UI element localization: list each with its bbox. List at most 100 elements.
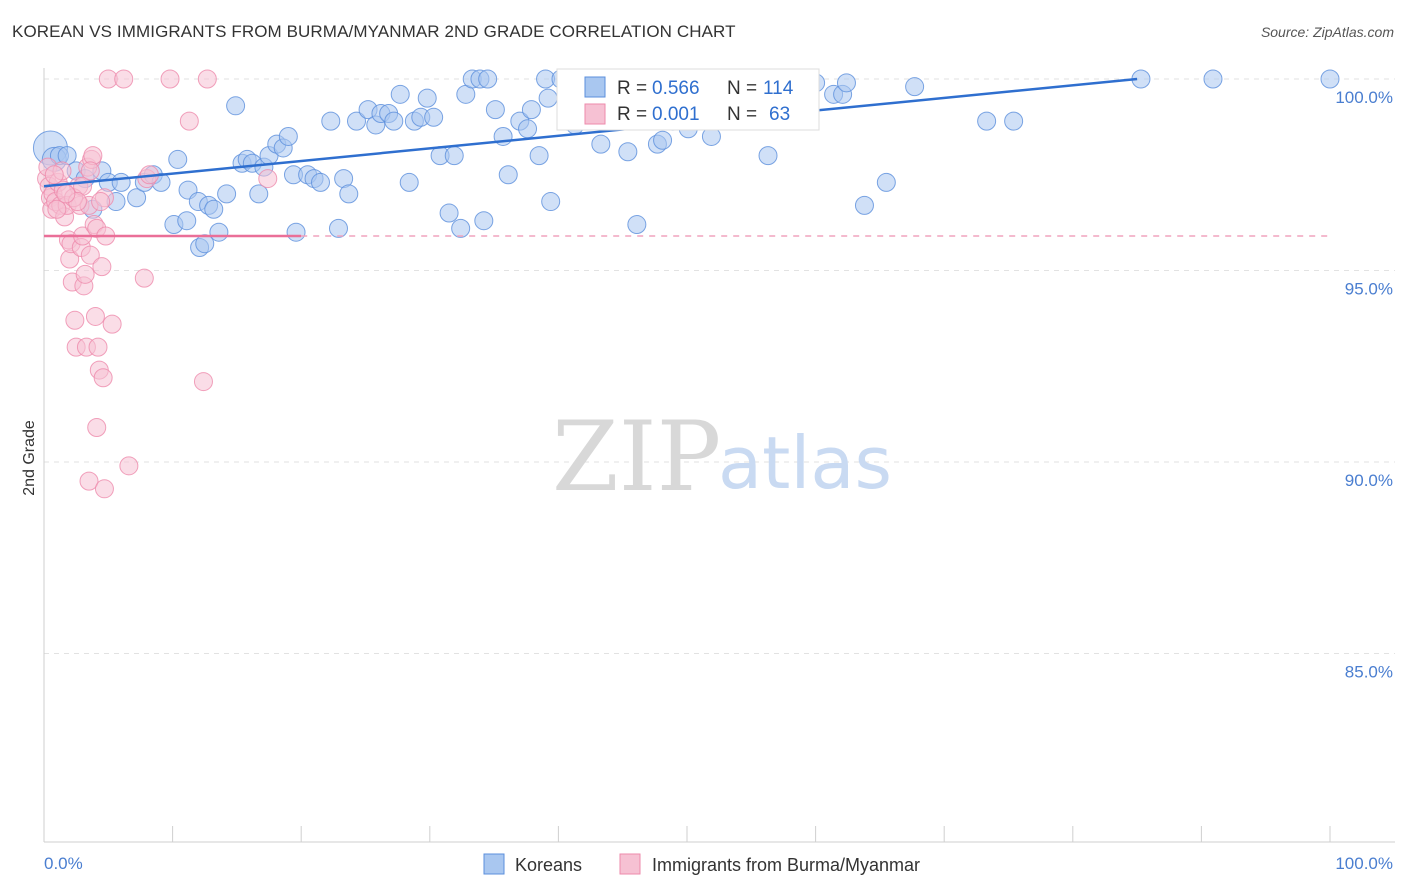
- burma-point: [114, 69, 134, 89]
- bottom-legend-swatch-korean: [483, 853, 505, 875]
- y-tick-label: 95.0%: [1345, 280, 1393, 299]
- korean-point: [339, 184, 359, 204]
- korean-point: [390, 84, 410, 104]
- burma-point: [80, 245, 100, 265]
- y-tick-labels: 100.0% 95.0% 90.0% 85.0%: [1335, 88, 1393, 682]
- y-axis-label: 2nd Grade: [21, 420, 38, 496]
- burma-point: [87, 418, 107, 438]
- korean-point: [346, 111, 366, 131]
- burma-point: [85, 306, 105, 326]
- korean-point: [618, 142, 638, 162]
- korean-point: [127, 188, 147, 208]
- burma-point: [93, 368, 113, 388]
- korean-point: [177, 211, 197, 231]
- korean-point: [905, 77, 925, 97]
- burma-point: [134, 268, 154, 288]
- korean-point: [168, 149, 188, 169]
- series-legend: Koreans Immigrants from Burma/Myanmar: [483, 853, 920, 875]
- korean-point: [204, 199, 224, 219]
- y-tick-label: 100.0%: [1335, 88, 1393, 107]
- trend-lines: [43, 77, 1330, 238]
- korean-point: [529, 146, 549, 166]
- korean-point: [485, 100, 505, 120]
- korean-point: [977, 111, 997, 131]
- burma-point: [102, 314, 122, 334]
- korean-point: [1004, 111, 1024, 131]
- x-tick-max: 100.0%: [1335, 854, 1393, 873]
- burma-point: [94, 479, 114, 499]
- korean-point: [195, 234, 215, 254]
- legend-swatch-burma: [584, 103, 606, 125]
- legend-burma-r-value: 0.001: [652, 104, 700, 125]
- korean-point: [498, 165, 518, 185]
- chart-title: KOREAN VS IMMIGRANTS FROM BURMA/MYANMAR …: [12, 22, 736, 41]
- korean-point: [439, 203, 459, 223]
- legend-burma-n-value: 63: [769, 104, 790, 125]
- burma-point: [65, 310, 85, 330]
- watermark: ZIP atlas: [552, 401, 892, 513]
- korean-point: [444, 146, 464, 166]
- korean-point: [328, 218, 348, 238]
- burma-point: [47, 199, 67, 219]
- bottom-legend-korean: Koreans: [515, 855, 582, 875]
- korean-point: [538, 88, 558, 108]
- korean-point: [478, 69, 498, 89]
- korean-point: [321, 111, 341, 131]
- korean-point: [384, 111, 404, 131]
- legend-korean-n-label: N =: [727, 78, 757, 99]
- bottom-legend-swatch-burma: [619, 853, 641, 875]
- korean-point: [541, 192, 561, 212]
- korean-point: [209, 222, 229, 242]
- watermark-zip: ZIP: [552, 401, 721, 513]
- korean-trend-line: [43, 77, 1138, 188]
- korean-point: [217, 184, 237, 204]
- burma-point: [197, 69, 217, 89]
- y-tick-label: 90.0%: [1345, 471, 1393, 490]
- burma-point: [119, 456, 139, 476]
- source-label: Source: ZipAtlas.com: [1260, 24, 1394, 40]
- korean-point: [424, 107, 444, 127]
- burma-point: [44, 165, 64, 185]
- burma-point: [91, 192, 111, 212]
- legend-burma-n-label: N =: [727, 104, 757, 125]
- y-tick-label: 85.0%: [1345, 663, 1393, 682]
- korean-point: [591, 134, 611, 154]
- burma-point: [56, 184, 76, 204]
- korean-point: [249, 184, 269, 204]
- burma-point: [92, 257, 112, 277]
- legend-burma-r-label: R =: [617, 104, 647, 125]
- korean-point: [653, 130, 673, 150]
- korean-point: [286, 222, 306, 242]
- korean-point: [758, 146, 778, 166]
- correlation-legend: R = 0.566 N = 114 R = 0.001 N = 63: [556, 68, 820, 131]
- x-tick-min: 0.0%: [44, 854, 83, 873]
- korean-point: [1203, 69, 1223, 89]
- burma-point: [258, 169, 278, 189]
- burma-point: [193, 372, 213, 392]
- burma-point: [179, 111, 199, 131]
- korean-point: [399, 172, 419, 192]
- bottom-legend-burma: Immigrants from Burma/Myanmar: [652, 855, 920, 875]
- korean-point: [627, 215, 647, 235]
- burma-point: [88, 337, 108, 357]
- burma-point: [75, 264, 95, 284]
- korean-point: [521, 100, 541, 120]
- legend-korean-r-label: R =: [617, 78, 647, 99]
- korean-point: [226, 96, 246, 116]
- burma-point: [79, 471, 99, 491]
- burma-point: [160, 69, 180, 89]
- korean-point: [451, 218, 471, 238]
- korean-point: [111, 172, 131, 192]
- watermark-atlas: atlas: [718, 421, 892, 505]
- korean-point: [474, 211, 494, 231]
- korean-point: [417, 88, 437, 108]
- korean-point: [854, 195, 874, 215]
- burma-point: [80, 161, 100, 181]
- korean-point: [310, 172, 330, 192]
- legend-korean-r-value: 0.566: [652, 78, 700, 99]
- legend-korean-n-value: 114: [763, 78, 794, 99]
- korean-point: [1320, 69, 1340, 89]
- legend-swatch-korean: [584, 76, 606, 98]
- korean-point: [836, 73, 856, 93]
